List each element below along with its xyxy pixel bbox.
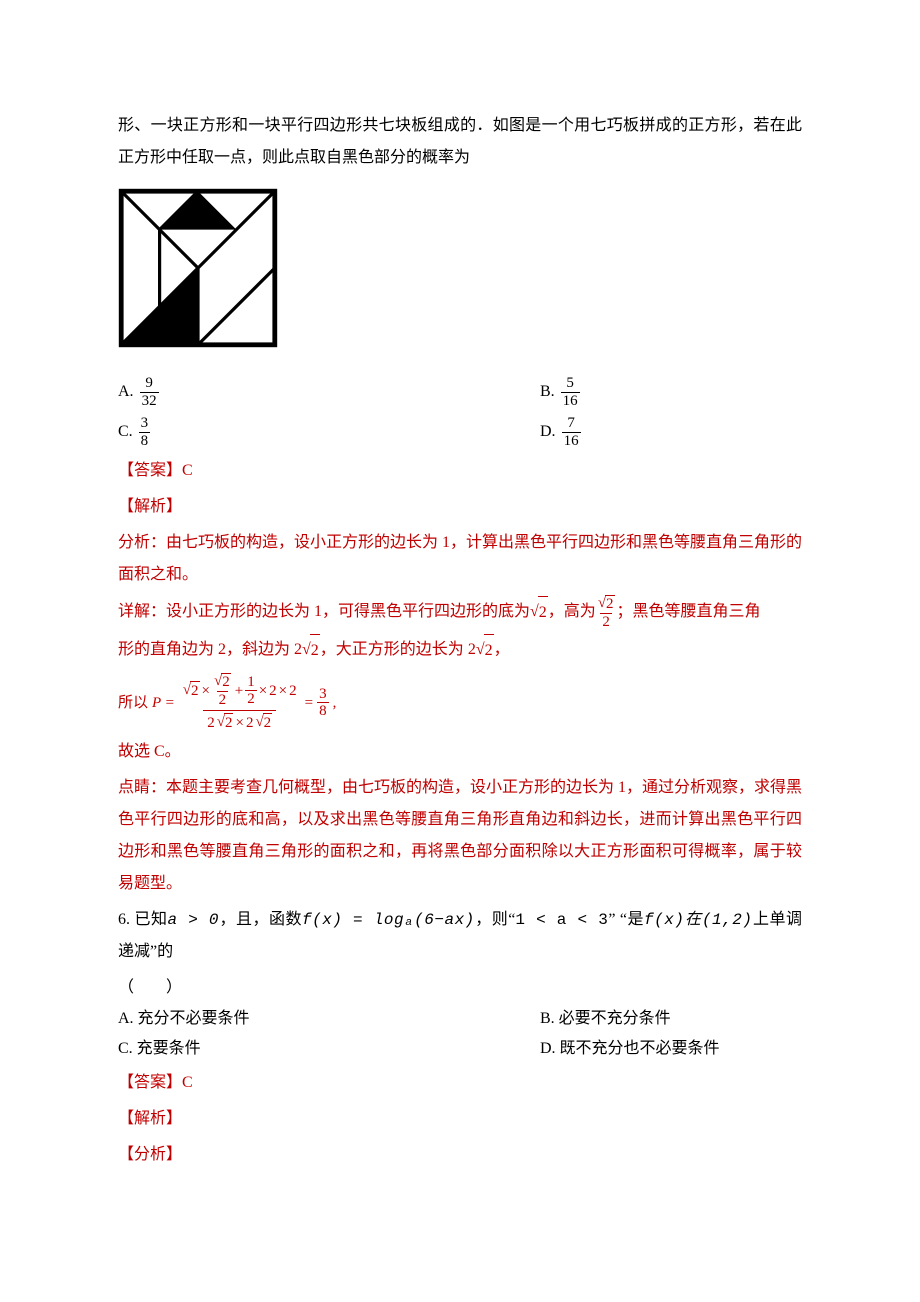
tangram-svg [118,188,278,348]
sqrt2-c: √2 [476,634,494,667]
main-frac: √2 × √22 + 12 × 2 × 2 2√2 × 2√2 [179,673,301,732]
bot-sqrt2-2: √2 [255,713,272,732]
q6-sub-label: 【分析】 [118,1139,802,1171]
q6-analysis-label: 【解析】 [118,1103,802,1135]
q5-option-a: A. 9 32 [118,375,460,409]
q6-fxon: f(x)在(1,2) [644,911,752,929]
q5-detail-prefix: 详解：设小正方形的边长为 1，可得黑色平行四边形的底为 [118,603,530,620]
q5-detail-mid1: ，高为 [548,603,596,620]
two-b: 2 [468,641,476,658]
q6-fx-def: f(x) = logₐ(6−ax) [302,911,475,929]
opt-c-letter: C. [118,421,133,443]
q6-paren: （ ） [118,972,802,1004]
q5-detail-line1: 详解：设小正方形的边长为 1，可得黑色平行四边形的底为√2，高为√22；黑色等腰… [118,595,802,630]
two-a: 2 [294,641,302,658]
mult2: × [259,682,267,700]
trailing-comma: , [333,694,337,712]
answer-value: C [182,462,193,479]
frac-bot: 2√2 × 2√2 [203,710,276,732]
q5-analysis-label: 【解析】 [118,491,802,523]
q6-option-b: B. 必要不充分条件 [460,1008,802,1030]
q6-option-c: C. 充要条件 [118,1038,460,1060]
q5-d2a: 形的直角边为 2，斜边为 [118,641,294,658]
q5-formula: 所以 P = √2 × √22 + 12 × 2 × 2 2√2 × 2√2 =… [118,673,802,732]
so-label: 所以 [118,694,148,712]
q6-stem-b: ，且，函数 [219,911,302,928]
q6-answer-label: 【答案】 [118,1074,182,1091]
q5-d2b: ，大正方形的边长为 [320,641,468,658]
opt-a-letter: A. [118,381,134,403]
q6-options: A. 充分不必要条件 B. 必要不充分条件 C. 充要条件 D. 既不充分也不必… [118,1008,802,1061]
sqrt2-a: √2 [530,596,548,629]
mult3: × [279,682,287,700]
q6-option-a: A. 充分不必要条件 [118,1008,460,1030]
sqrt2-over-2: √22 [596,595,617,630]
frac-top: √2 × √22 + 12 × 2 × 2 [179,673,301,710]
q5-detail-line2: 形的直角边为 2，斜边为 2√2，大正方形的边长为 2√2， [118,634,802,667]
q6-stem-a: 6. 已知 [118,911,168,928]
q5-option-c: C. 3 8 [118,415,460,449]
top-sqrt2-1: √2 [183,681,200,700]
q6-agt0: a > 0 [168,911,220,929]
opt-d-letter: D. [540,421,556,443]
q5-hence: 故选 C。 [118,736,802,768]
page: 形、一块正方形和一块平行四边形共七块板组成的．如图是一个用七巧板拼成的正方形，若… [0,0,920,1255]
q6-answer: 【答案】C [118,1067,802,1099]
two-d: 2 [289,682,297,700]
q5-intro: 形、一块正方形和一块平行四边形共七块板组成的．如图是一个用七巧板拼成的正方形，若… [118,110,802,174]
q5-remark: 点睛：本题主要考查几何概型，由七巧板的构造，设小正方形的边长为 1，通过分析观察… [118,772,802,900]
mult4: × [235,714,243,732]
opt-d-frac: 7 16 [562,415,581,449]
q5-answer: 【答案】C [118,455,802,487]
sqrt2-b: √2 [302,634,320,667]
two-c: 2 [269,682,277,700]
q5-options: A. 9 32 B. 5 16 C. 3 8 D. 7 16 [118,375,802,449]
eq-sym: = [305,694,313,712]
P-eq: P = [152,694,175,712]
half-frac: 12 [245,674,257,708]
top-sqrt2-over-2: √22 [212,673,233,708]
plus1: + [235,682,243,700]
opt-b-frac: 5 16 [561,375,580,409]
q5-analysis-lead: 分析：由七巧板的构造，设小正方形的边长为 1，计算出黑色平行四边形和黑色等腰直角… [118,527,802,591]
opt-b-letter: B. [540,381,555,403]
q5-option-d: D. 7 16 [460,415,802,449]
q6-stem: 6. 已知a > 0，且，函数f(x) = logₐ(6−ax)，则“1 < a… [118,904,802,968]
bot-two-a: 2 [207,714,215,732]
q6-option-d: D. 既不充分也不必要条件 [460,1038,802,1060]
q6-stem-d: ” “是 [608,911,644,928]
q5-option-b: B. 5 16 [460,375,802,409]
bot-sqrt2-1: √2 [217,713,234,732]
opt-a-frac: 9 32 [140,375,159,409]
q5-d2c: ， [494,641,510,658]
bot-two-b: 2 [246,714,254,732]
result-frac: 3 8 [317,686,329,720]
q5-detail-mid2: ；黑色等腰直角三角 [617,603,761,620]
opt-c-frac: 3 8 [139,415,151,449]
q6-stem-c: ，则“ [475,911,516,928]
tangram-figure [118,188,802,353]
q6-cond: 1 < a < 3 [515,911,608,929]
answer-label: 【答案】 [118,462,182,479]
mult1: × [202,682,210,700]
q6-answer-value: C [182,1074,193,1091]
